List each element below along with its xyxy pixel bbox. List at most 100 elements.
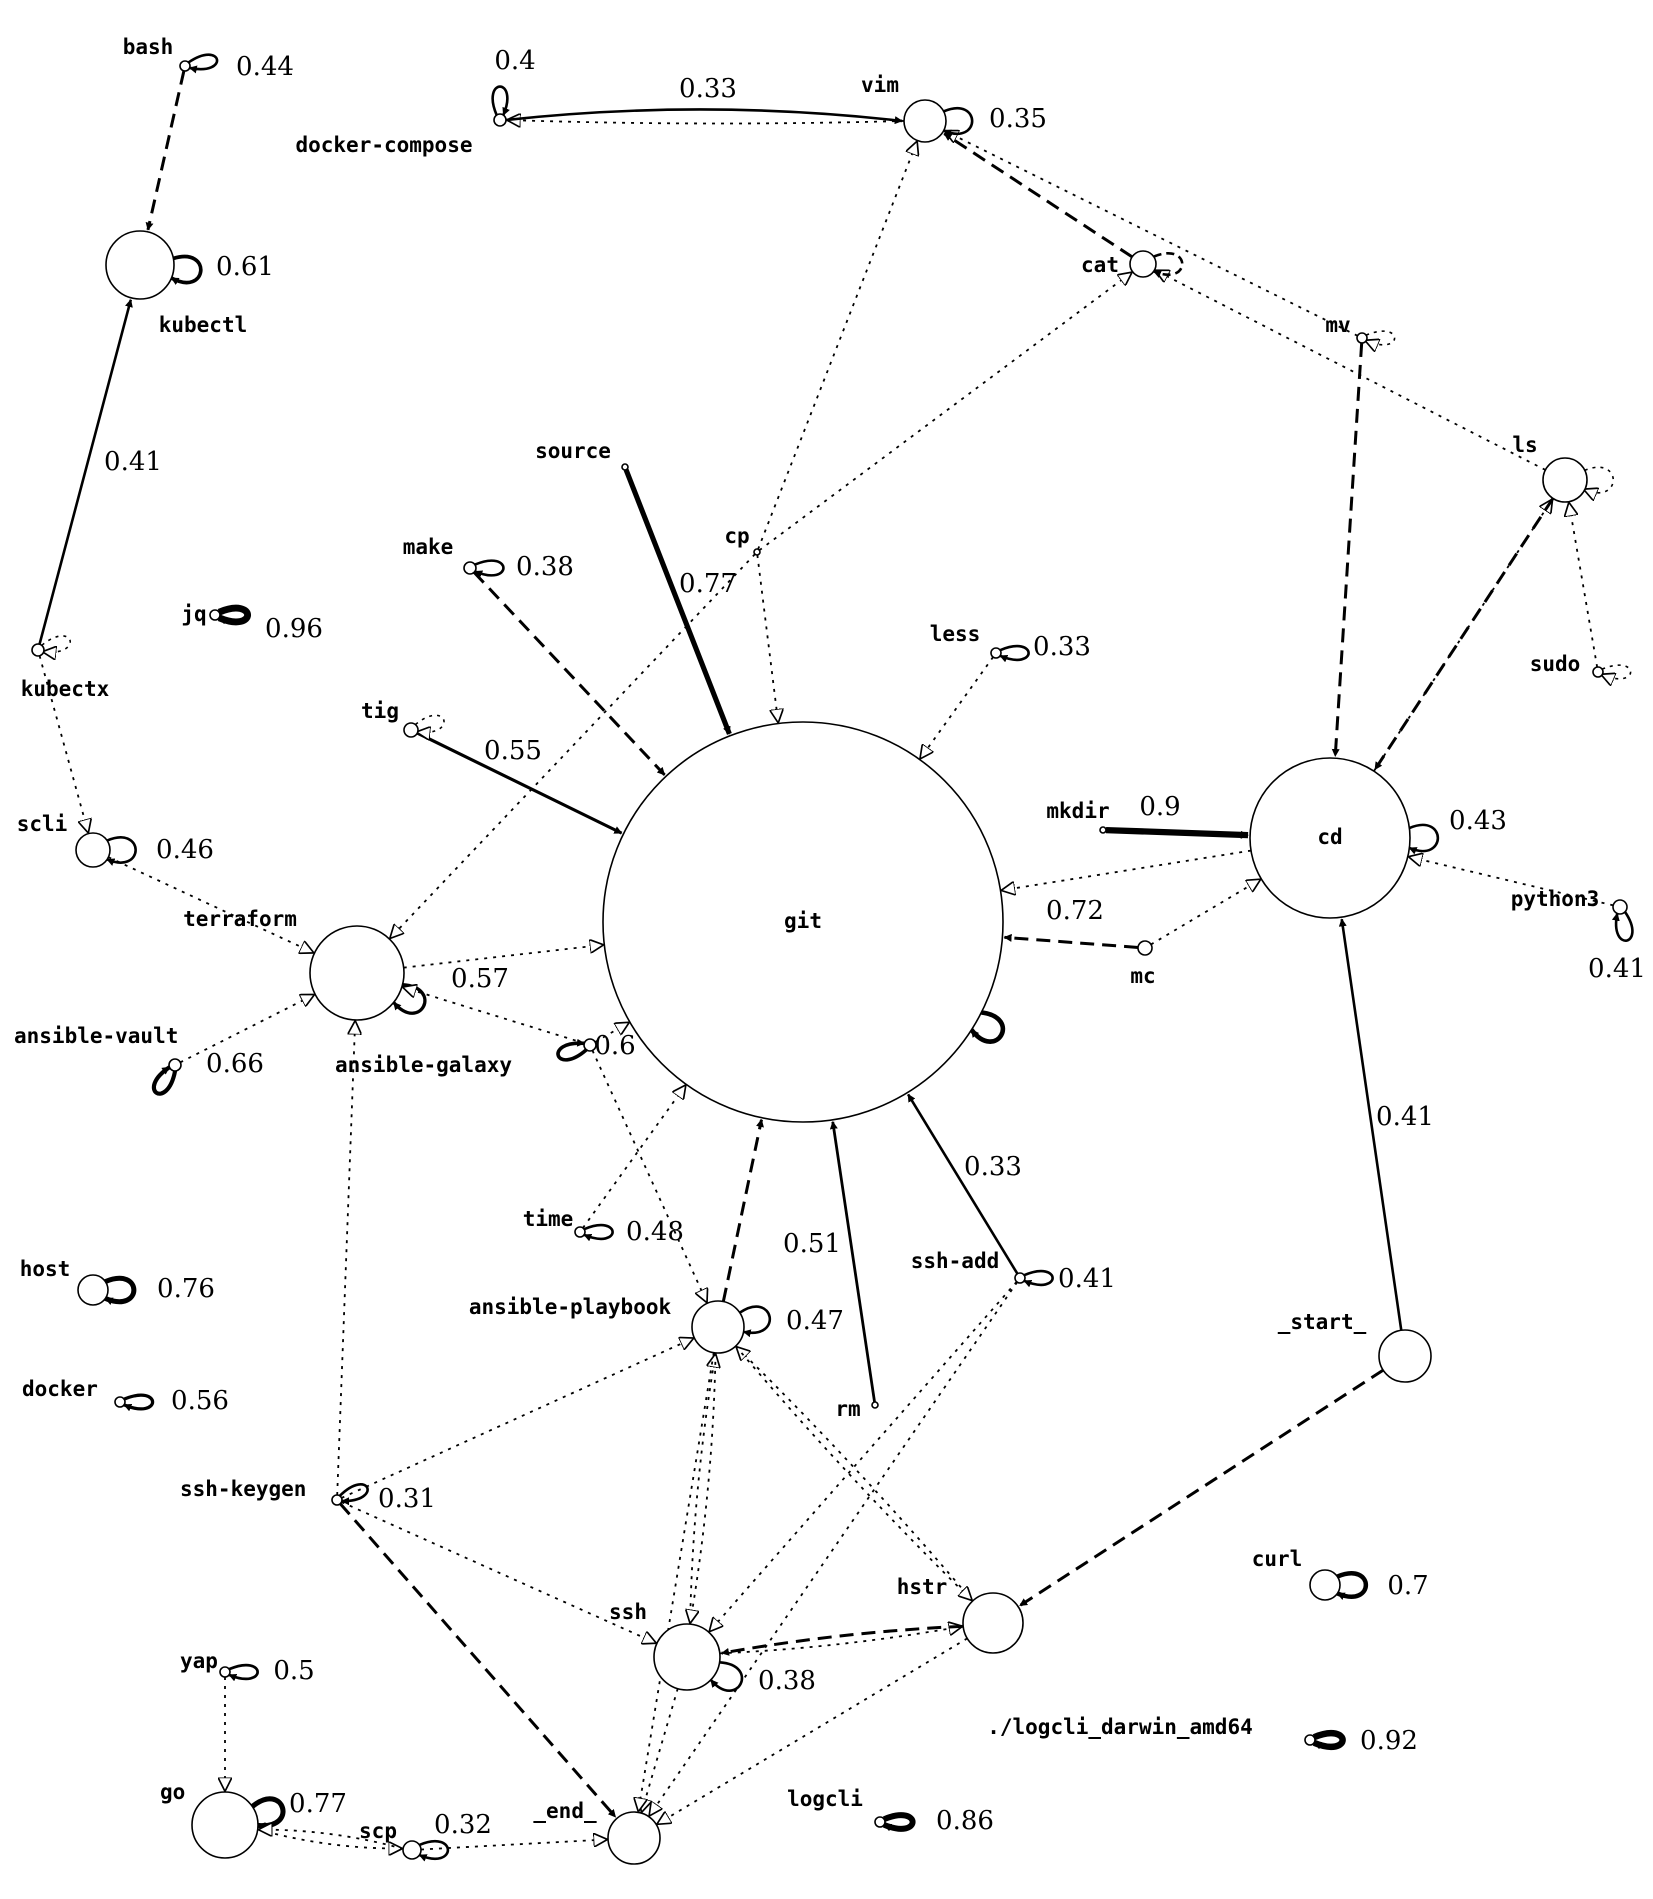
edge-ansibleplaybook-to-git: [721, 1118, 764, 1302]
edge-line: [151, 1065, 178, 1096]
edge-cp-to-git: [756, 554, 778, 722]
edge-line: [145, 70, 186, 231]
edge-line: [341, 1339, 693, 1499]
edge-line: [999, 644, 1030, 663]
node-circle: [1378, 1329, 1432, 1383]
edge-weight-label: 0.55: [484, 736, 542, 766]
node-circle: [1129, 250, 1157, 278]
node-circle: [402, 1840, 422, 1860]
edge-weight-label: 0.44: [236, 52, 294, 82]
node-label: ansible-galaxy: [335, 1053, 512, 1077]
node-circle: [1304, 1734, 1316, 1746]
edge-line: [1105, 826, 1249, 839]
edge-line: [508, 120, 905, 123]
edge-less-to-less: 0.33: [999, 632, 1091, 663]
node-git: git: [602, 721, 1004, 1123]
edge-ls-to-cat: [1156, 271, 1546, 471]
node-sshkeygen: ssh-keygen: [180, 1477, 343, 1506]
edge-source-to-git: 0.77: [623, 468, 737, 735]
edge-line: [921, 656, 994, 758]
node-label: source: [535, 439, 611, 463]
node-circle: [31, 643, 45, 657]
edge-weight-label: 0.38: [516, 552, 574, 582]
node-label: curl: [1252, 1547, 1303, 1571]
edge-line: [623, 468, 732, 735]
edge-rm-to-git: 0.51: [783, 1120, 876, 1403]
node-hstr: hstr: [897, 1575, 1024, 1654]
edge-line: [414, 714, 445, 732]
edge-line: [1338, 918, 1403, 1331]
edge-weight-label: 0.32: [434, 1810, 492, 1840]
node-label: cat: [1081, 253, 1119, 277]
edge-mv-to-cd: [1331, 342, 1364, 757]
edge-bash-to-bash: 0.44: [187, 52, 294, 82]
node-circle: [105, 230, 175, 300]
edge-vim-to-vim: 0.35: [942, 104, 1047, 138]
edge-weight-label: 0.43: [1449, 806, 1507, 836]
edge-ls-to-ls: [1585, 466, 1615, 493]
node-circle: [962, 1592, 1024, 1654]
edge-sshadd-to-git: 0.33: [907, 1093, 1022, 1275]
node-label: vim: [861, 73, 899, 97]
edge-make-to-git: [473, 571, 666, 776]
node-ssh: ssh: [609, 1600, 721, 1691]
edge-line: [336, 1022, 355, 1496]
edge-weight-label: 0.41: [1058, 1264, 1116, 1294]
node-ls: ls: [1512, 433, 1588, 503]
edge-line: [260, 1830, 404, 1850]
edge-sshkeygen-to-end: [339, 1502, 617, 1818]
edge-weight-label: 0.48: [626, 1217, 684, 1247]
edge-mkdir-to-cd: 0.9: [1105, 792, 1249, 839]
edge-go-to-go: 0.77: [250, 1789, 347, 1831]
node-label: _start_: [1278, 1310, 1367, 1334]
node-label: rm: [835, 1397, 860, 1421]
node-ansiblegalaxy: ansible-galaxy: [335, 1038, 597, 1077]
edge-line: [123, 1393, 155, 1412]
edge-line: [650, 1281, 1018, 1815]
edge-line: [658, 1637, 968, 1823]
edge-line: [582, 1086, 685, 1229]
node-jq: jq: [181, 602, 221, 626]
edge-line: [1019, 1368, 1384, 1607]
node-circle: [583, 1038, 597, 1052]
edge-line: [757, 142, 917, 550]
edge-line: [341, 1501, 656, 1643]
node-circle: [871, 1401, 879, 1409]
edge-make-to-make: 0.38: [474, 552, 574, 582]
edge-weight-label: 0.77: [679, 569, 737, 599]
node-label: scli: [17, 812, 68, 836]
edge-start-to-hstr: [1019, 1368, 1384, 1607]
edge-ansiblegalaxy-to-ansibleplaybook: [591, 1050, 706, 1301]
node-circle: [1356, 332, 1368, 344]
node-sudo: sudo: [1530, 652, 1604, 678]
edge-line: [404, 987, 585, 1045]
node-curl: curl: [1252, 1547, 1341, 1601]
edge-weight-label: 0.31: [378, 1484, 436, 1514]
node-cp: cp: [724, 524, 761, 556]
edge-weight-label: 0.66: [206, 1049, 264, 1079]
edge-line: [907, 1093, 1019, 1275]
edge-dockercompose-to-dockercompose: 0.4: [491, 46, 536, 116]
node-label: mv: [1325, 313, 1350, 337]
node-scp: scp: [359, 1819, 422, 1860]
edge-tig-to-git: 0.55: [416, 731, 623, 835]
edge-mv-to-vim: [946, 131, 1358, 337]
node-circle: [1249, 757, 1411, 919]
node-circle: [1137, 940, 1153, 956]
node-circle: [990, 647, 1002, 659]
node-circle: [574, 1226, 586, 1238]
node-label: tig: [361, 699, 399, 723]
node-make: make: [403, 535, 477, 575]
edge-ansibleplaybook-to-ssh: [690, 1352, 717, 1622]
edge-line: [942, 107, 974, 138]
edge-scp-to-go: [260, 1830, 404, 1850]
edge-vim-to-dockercompose: [508, 120, 905, 123]
edge-tig-to-tig: [414, 714, 445, 732]
edge-weight-label: 0.6: [594, 1031, 635, 1061]
edge-mv-to-mv: [1366, 330, 1396, 345]
edge-sudo-to-sudo: [1602, 664, 1632, 679]
edge-line: [1611, 911, 1634, 942]
edge-yap-to-yap: 0.5: [228, 1656, 315, 1686]
edge-scp-to-scp: 0.32: [418, 1810, 492, 1862]
edge-scli-to-scli: 0.46: [106, 835, 214, 866]
